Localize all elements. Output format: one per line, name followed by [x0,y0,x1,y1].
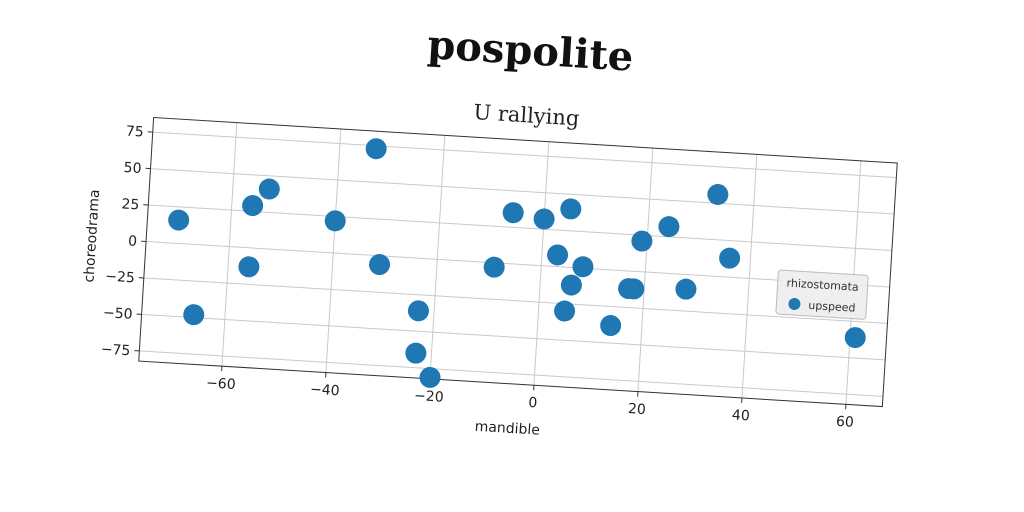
y-grid-line [141,313,886,361]
scatter-point [242,195,264,217]
y-grid-line [150,168,895,215]
grid [139,122,897,405]
x-tick-label: 0 [528,395,538,412]
x-grid-line [325,128,342,373]
chart-title: pospolite [426,21,635,80]
scatter-point [707,183,729,205]
legend-entry-upspeed: upspeed [808,299,856,315]
scatter-point [533,208,555,230]
scatter-point [572,256,594,278]
scatter-point [560,198,582,220]
legend: rhizostomata upspeed [775,269,869,320]
x-tick-label: 60 [835,414,854,431]
y-tick-label: 50 [123,160,142,177]
scatter-point [719,247,741,269]
scatter-point [658,216,680,238]
y-tick-label: 0 [128,233,138,250]
y-grid-line [152,131,897,179]
y-grid-line [146,240,890,288]
x-tick-label: −60 [206,375,236,393]
plot-frame [138,117,898,408]
x-grid-line [533,141,550,386]
scatter-point [502,202,524,224]
y-tick-label: 75 [125,123,144,140]
y-grid-line [148,204,892,252]
scatter-point [560,274,582,296]
x-grid-line [221,122,238,367]
x-tick-label: −20 [414,388,444,406]
scatter-point [675,278,697,300]
scatter-point [623,278,645,300]
legend-marker-upspeed [788,298,801,311]
scatter-point [483,256,505,278]
x-grid-line [741,154,758,399]
x-grid-line [637,148,654,392]
scatter-point [365,138,387,160]
axis-ticks: −60 −40 −20 0 20 40 60 −75 −50 −25 0 25 50 75 [100,123,854,431]
scatter-point [405,342,427,364]
scatter-point [600,315,622,337]
y-tick-label: −75 [100,342,130,360]
scatter-point [258,178,280,200]
y-grid-line [143,277,888,324]
scatter-point [631,230,653,252]
x-tick-label: 40 [731,407,750,424]
scatter-point [183,304,205,326]
scatter-point [554,300,576,322]
y-tick-label: 25 [121,196,140,213]
x-tick-label: 20 [627,401,646,418]
scatter-point [168,209,190,231]
x-axis-label: mandible [474,419,540,439]
y-tick-label: −25 [105,269,135,287]
scatter-point [238,256,260,278]
scatter-point [547,244,569,266]
x-grid-line [429,135,446,379]
scatter-point [369,254,391,276]
chart-subtitle: U rallying [473,100,580,130]
y-grid-line [139,350,883,397]
x-tick-label: −40 [310,382,340,400]
scatter-point [419,366,441,388]
legend-title: rhizostomata [786,276,859,293]
y-tick-label: −50 [103,305,133,323]
scatter-point [324,210,346,232]
data-points [168,138,866,388]
scatter-point [407,300,429,322]
scatter-point [844,327,866,349]
plot-group: pospolite U rallying −60 −40 −20 0 20 40 60 −75… [81,21,898,439]
y-axis-label: choreodrama [81,189,103,283]
